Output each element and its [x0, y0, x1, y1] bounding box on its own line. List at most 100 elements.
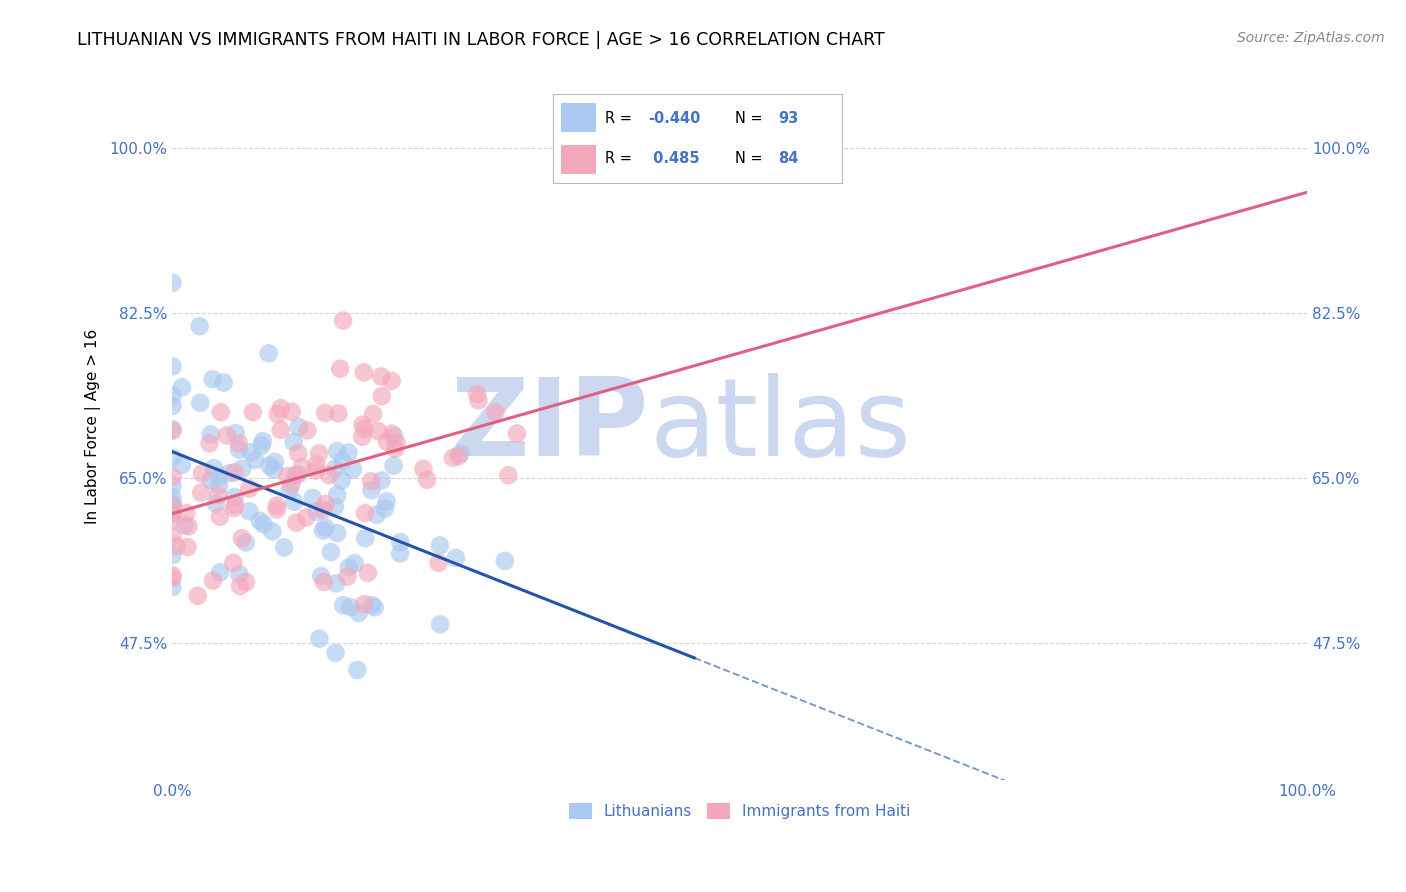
Point — [308, 446, 330, 460]
Point — [188, 319, 211, 334]
Point — [498, 468, 520, 483]
Point — [352, 430, 374, 444]
Point — [285, 516, 308, 530]
Point — [249, 514, 271, 528]
Point — [506, 426, 529, 441]
Point — [323, 461, 346, 475]
Point — [354, 506, 377, 520]
Text: atlas: atlas — [650, 373, 911, 479]
Point — [346, 663, 368, 677]
Point — [218, 466, 240, 480]
Point — [162, 276, 184, 290]
Point — [375, 494, 398, 508]
Point — [301, 491, 323, 505]
Point — [319, 545, 342, 559]
Point — [170, 380, 193, 394]
Point — [224, 490, 246, 504]
Point — [280, 405, 302, 419]
Point — [389, 547, 412, 561]
Point — [337, 560, 360, 574]
Point — [176, 540, 198, 554]
Point — [357, 566, 380, 580]
Point — [354, 532, 377, 546]
Point — [162, 496, 184, 510]
Point — [215, 428, 238, 442]
Point — [287, 446, 309, 460]
Point — [412, 462, 434, 476]
Legend: Lithuanians, Immigrants from Haiti: Lithuanians, Immigrants from Haiti — [562, 797, 917, 825]
Point — [312, 574, 335, 589]
Point — [352, 417, 374, 432]
Text: ZIP: ZIP — [450, 373, 650, 479]
Point — [309, 569, 332, 583]
Point — [250, 438, 273, 452]
Point — [238, 504, 260, 518]
Point — [273, 541, 295, 555]
Point — [162, 422, 184, 436]
Point — [262, 524, 284, 539]
Point — [314, 520, 336, 534]
Point — [270, 401, 292, 416]
Point — [198, 436, 221, 450]
Point — [381, 374, 404, 388]
Point — [200, 427, 222, 442]
Point — [305, 505, 328, 519]
Point — [353, 366, 375, 380]
Point — [222, 501, 245, 516]
Point — [332, 454, 354, 468]
Point — [318, 468, 340, 483]
Point — [314, 497, 336, 511]
Point — [384, 442, 406, 456]
Point — [209, 566, 232, 580]
Point — [360, 474, 382, 488]
Point — [278, 483, 301, 497]
Point — [235, 575, 257, 590]
Point — [201, 574, 224, 588]
Point — [291, 460, 314, 475]
Point — [305, 458, 328, 472]
Point — [266, 499, 288, 513]
Point — [238, 482, 260, 496]
Point — [381, 426, 404, 441]
Point — [441, 450, 464, 465]
Point — [360, 483, 382, 497]
Point — [235, 535, 257, 549]
Point — [162, 399, 184, 413]
Point — [385, 436, 408, 450]
Point — [239, 445, 262, 459]
Point — [283, 495, 305, 509]
Point — [162, 424, 184, 438]
Point — [162, 530, 184, 544]
Point — [187, 589, 209, 603]
Point — [449, 447, 471, 461]
Point — [228, 436, 250, 450]
Point — [353, 597, 375, 611]
Point — [337, 446, 360, 460]
Point — [467, 393, 489, 408]
Point — [162, 359, 184, 374]
Point — [242, 405, 264, 419]
Point — [484, 405, 506, 419]
Point — [270, 423, 292, 437]
Point — [162, 514, 184, 528]
Point — [162, 571, 184, 585]
Point — [209, 405, 232, 419]
Y-axis label: In Labor Force | Age > 16: In Labor Force | Age > 16 — [86, 328, 101, 524]
Point — [263, 463, 285, 477]
Point — [212, 376, 235, 390]
Point — [188, 396, 211, 410]
Point — [201, 372, 224, 386]
Point — [207, 488, 229, 502]
Point — [370, 474, 392, 488]
Point — [177, 519, 200, 533]
Point — [222, 556, 245, 570]
Point — [371, 389, 394, 403]
Point — [173, 518, 195, 533]
Point — [190, 485, 212, 500]
Point — [283, 435, 305, 450]
Point — [370, 369, 392, 384]
Point — [263, 455, 285, 469]
Point — [375, 434, 398, 449]
Point — [429, 617, 451, 632]
Point — [252, 517, 274, 532]
